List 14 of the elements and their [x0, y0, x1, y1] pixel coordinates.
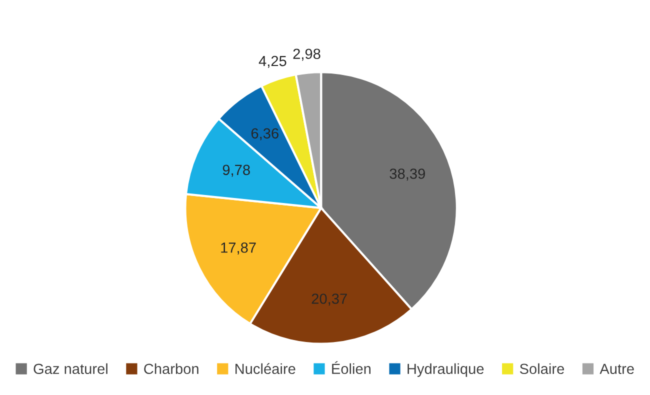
- data-label: 20,37: [312, 294, 347, 306]
- data-label: 38,39: [390, 168, 425, 181]
- legend-label: Charbon: [144, 363, 198, 374]
- data-label: 9,78: [222, 164, 250, 177]
- legend-label: Éolien: [332, 361, 370, 374]
- data-label: 2,98: [293, 48, 320, 61]
- legend-label: Gaz naturel: [34, 363, 108, 374]
- legend-label: Nucléaire: [236, 363, 296, 374]
- data-label: 17,87: [221, 242, 256, 255]
- legend-label: Hydraulique: [408, 363, 484, 377]
- legend-label: Solaire: [520, 363, 564, 374]
- data-label: 4,25: [258, 56, 286, 68]
- legend-label: Autre: [600, 364, 634, 374]
- data-label: 6,36: [251, 128, 278, 140]
